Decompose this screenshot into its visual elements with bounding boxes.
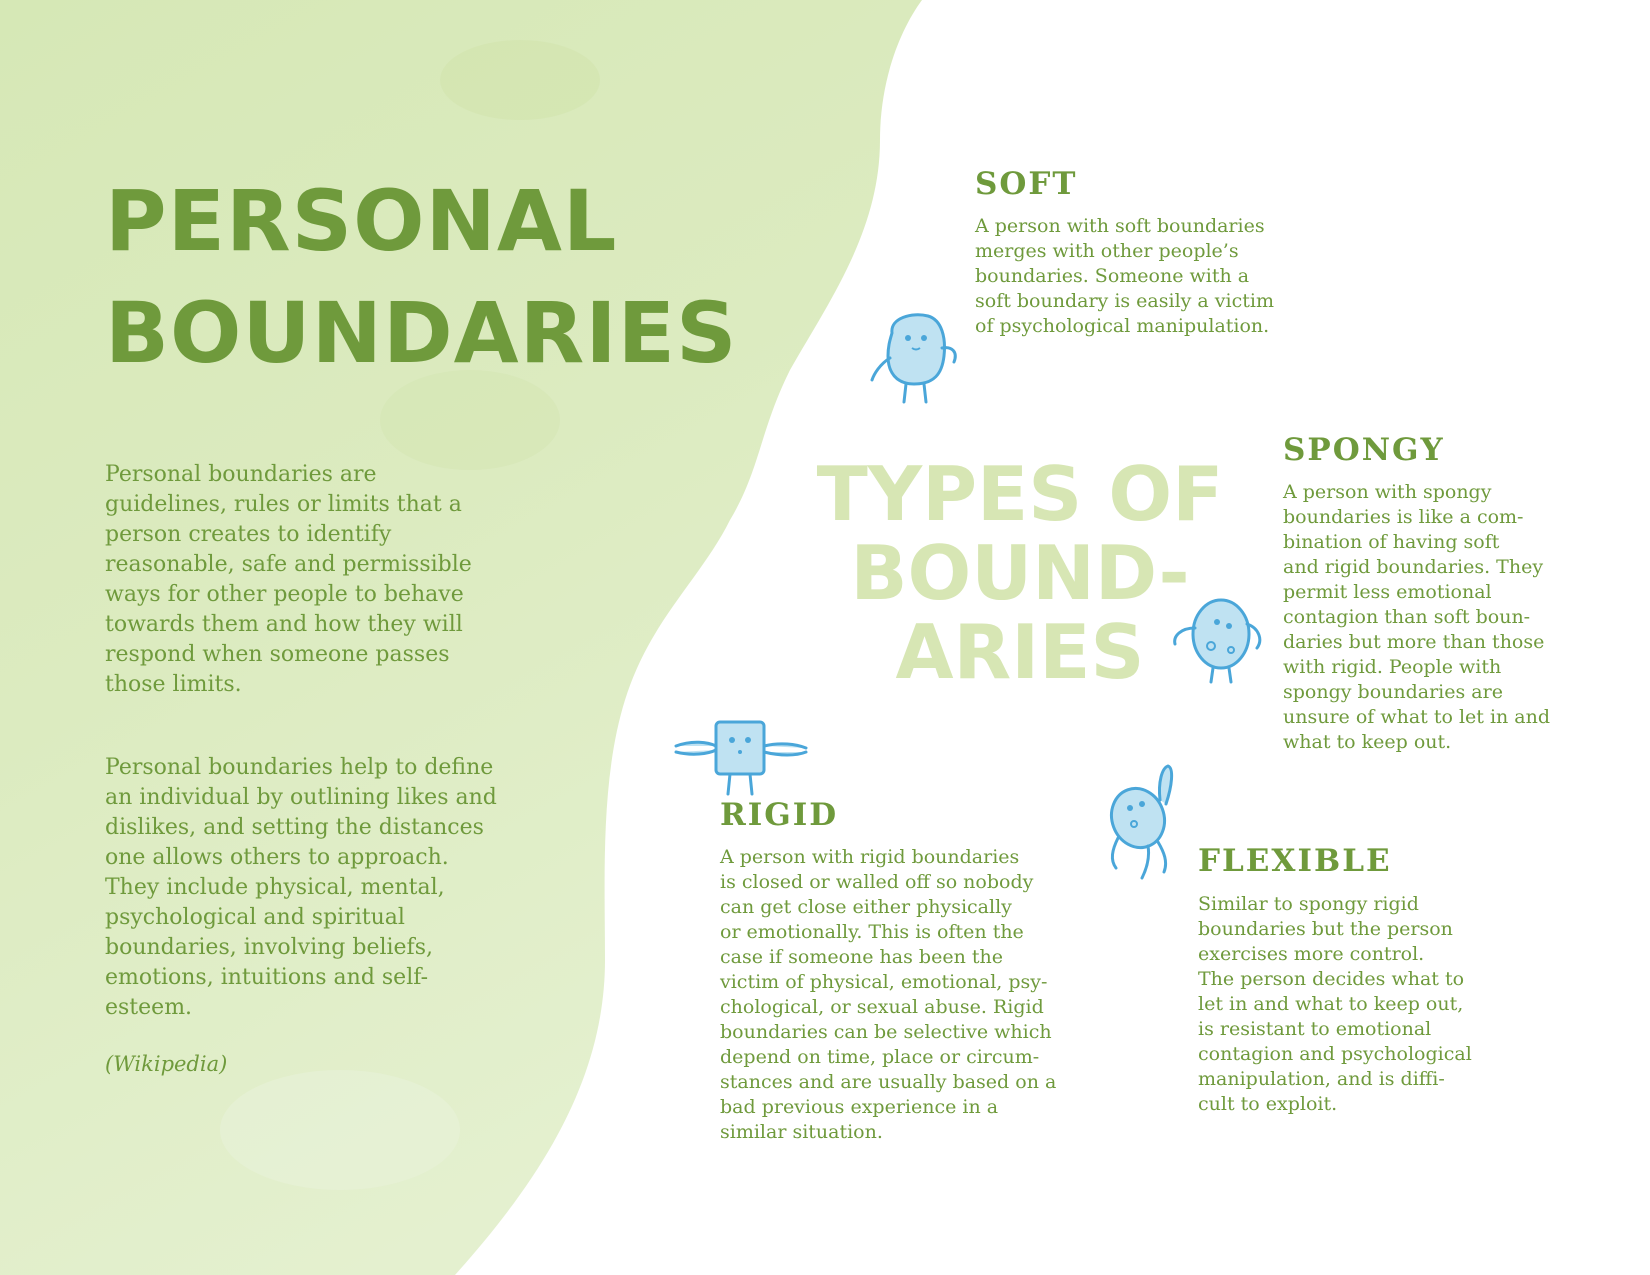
- soft-description: A person with soft boundaries merges wit…: [975, 215, 1274, 337]
- source-citation: (Wikipedia): [105, 1052, 228, 1076]
- flexible-description: Similar to spongy rigid boundaries but t…: [1198, 893, 1472, 1115]
- rigid-heading: RIGID: [720, 797, 839, 833]
- intro-paragraph-2: Personal boundaries help to define an in…: [105, 755, 497, 1020]
- flexible-character-icon: [1110, 764, 1174, 880]
- title-line-2: BOUNDARIES: [105, 284, 738, 382]
- types-of-boundaries-title: TYPES OF BOUND- ARIES: [816, 450, 1224, 696]
- soft-heading: SOFT: [975, 166, 1078, 202]
- spongy-heading: SPONGY: [1283, 432, 1445, 468]
- spongy-description: A person with spongy boundaries is like …: [1283, 481, 1551, 753]
- soft-character-icon: [870, 313, 957, 404]
- page-title: PERSONAL BOUNDARIES: [105, 165, 738, 389]
- flexible-heading: FLEXIBLE: [1198, 843, 1392, 879]
- rigid-character-icon: [674, 720, 808, 796]
- rigid-description: A person with rigid boundaries is closed…: [720, 846, 1057, 1143]
- spongy-character-icon: [1173, 598, 1262, 684]
- intro-paragraph-1: Personal boundaries are guidelines, rule…: [105, 462, 472, 697]
- title-line-1: PERSONAL: [105, 172, 618, 270]
